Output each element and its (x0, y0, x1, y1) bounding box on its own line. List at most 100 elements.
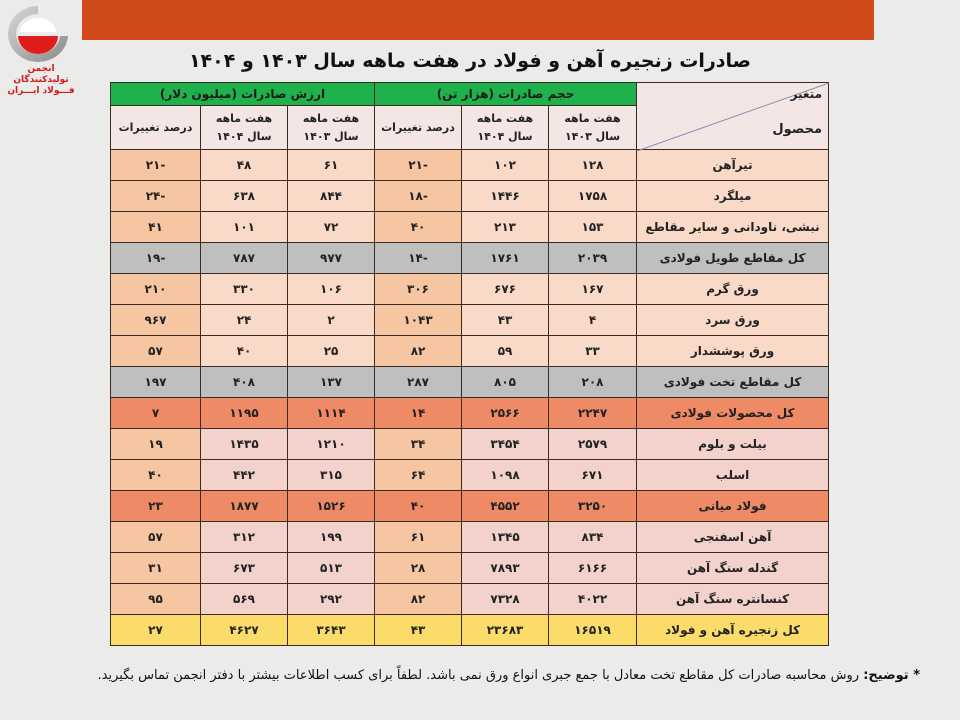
val-1404-cell: ۷۸۷ (200, 242, 289, 274)
table-row: میلگرد ۱۷۵۸ ۱۴۴۶ -۱۸ ۸۴۴ ۶۳۸ -۲۴ (109, 180, 830, 212)
diagonal-divider (637, 83, 830, 151)
vol-change-header: درصد تغییرات (374, 105, 463, 150)
vol-1403-cell: ۴ (548, 304, 638, 336)
table-row: آهن اسفنجی ۸۳۴ ۱۳۴۵ ۶۱ ۱۹۹ ۳۱۲ ۵۷ (109, 521, 830, 553)
vol-1404-cell: ۷۳۲۸ (461, 583, 550, 615)
vol-1403-cell: ۳۲۵۰ (548, 490, 638, 522)
vol-change-cell: -۱۸ (374, 180, 463, 212)
page-title: صادرات زنجیره آهن و فولاد در هفت ماهه سا… (188, 50, 752, 72)
logo-line-1: انجمن تولیدکنندگان (13, 64, 69, 85)
vol-change-cell: ۳۰۶ (374, 273, 463, 305)
val-1403-cell: ۸۴۴ (287, 180, 376, 212)
product-name: کل زنجیره آهن و فولاد (636, 614, 830, 646)
vol-1403-cell: ۱۶۵۱۹ (548, 614, 638, 646)
table-row: ورق گرم ۱۶۷ ۶۷۶ ۳۰۶ ۱۰۶ ۳۳۰ ۲۱۰ (109, 273, 830, 305)
vol-1403-cell: ۲۵۷۹ (548, 428, 638, 460)
val-1403-cell: ۱۳۷ (287, 366, 376, 398)
vol-1403-cell: ۲۰۸ (548, 366, 638, 398)
vol-1403-header: هفت ماهه سال ۱۴۰۳ (548, 105, 638, 150)
val-change-cell: ۲۳ (109, 490, 202, 522)
vol-1403-cell: ۱۵۳ (548, 211, 638, 243)
table-row: کل مقاطع تخت فولادی ۲۰۸ ۸۰۵ ۲۸۷ ۱۳۷ ۴۰۸ ۱۹۷ (109, 366, 830, 398)
value-group-header: ارزش صادرات (میلیون دلار) (109, 82, 376, 106)
product-name: تیرآهن (636, 149, 830, 181)
vol-1403-cell: ۶۷۱ (548, 459, 638, 491)
val-1403-cell: ۱۰۶ (287, 273, 376, 305)
table-row: کل مقاطع طویل فولادی ۲۰۳۹ ۱۷۶۱ -۱۴ ۹۷۷ ۷۸۷ -۱۹ (109, 242, 830, 274)
vol-1404-cell: ۱۳۴۵ (461, 521, 550, 553)
logo-icon (8, 6, 69, 62)
vol-change-cell: ۴۳ (374, 614, 463, 646)
table-row: کل زنجیره آهن و فولاد ۱۶۵۱۹ ۲۳۶۸۳ ۴۳ ۳۶۴۳ ۴۶۲… (109, 614, 830, 646)
header-bar (82, 0, 874, 40)
product-name: کل مقاطع طویل فولادی (636, 242, 830, 274)
vol-1403-cell: ۱۲۸ (548, 149, 638, 181)
val-change-cell: ۷ (109, 397, 202, 429)
vol-change-cell: ۶۱ (374, 521, 463, 553)
footnote-text: روش محاسبه صادرات کل مقاطع تخت معادل با … (97, 668, 864, 683)
product-name: کنسانتره سنگ آهن (636, 583, 830, 615)
association-logo: انجمن تولیدکنندگان فـــولاد ایـــران (0, 0, 82, 96)
val-1404-cell: ۱۱۹۵ (200, 397, 289, 429)
val-1403-cell: ۳۶۴۳ (287, 614, 376, 646)
val-1403-header: هفت ماهه سال ۱۴۰۳ (287, 105, 376, 150)
vol-1404-cell: ۱۰۹۸ (461, 459, 550, 491)
vol-change-cell: ۴۰ (374, 490, 463, 522)
vol-1404-cell: ۵۹ (461, 335, 550, 367)
val-1404-cell: ۴۴۲ (200, 459, 289, 491)
val-change-cell: -۱۹ (109, 242, 202, 274)
vol-1404-cell: ۶۷۶ (461, 273, 550, 305)
table-row: کل محصولات فولادی ۲۲۴۷ ۲۵۶۶ ۱۴ ۱۱۱۴ ۱۱۹۵ ۷ (109, 397, 830, 429)
val-1404-cell: ۲۴ (200, 304, 289, 336)
product-label: محصول (772, 122, 823, 137)
vol-1404-cell: ۷۸۹۳ (461, 552, 550, 584)
vol-change-cell: ۱۰۴۳ (374, 304, 463, 336)
product-name: ورق سرد (636, 304, 830, 336)
product-name: کل مقاطع تخت فولادی (636, 366, 830, 398)
val-change-cell: ۴۰ (109, 459, 202, 491)
volume-group-header: حجم صادرات (هزار تن) (374, 82, 638, 106)
val-change-cell: ۵۷ (109, 335, 202, 367)
val-1404-cell: ۱۴۳۵ (200, 428, 289, 460)
val-change-cell: ۹۶۷ (109, 304, 202, 336)
val-1403-cell: ۱۱۱۴ (287, 397, 376, 429)
vol-1403-cell: ۲۰۳۹ (548, 242, 638, 274)
variable-label: متغیر (790, 87, 823, 101)
vol-change-cell: ۲۸ (374, 552, 463, 584)
val-1403-cell: ۵۱۳ (287, 552, 376, 584)
val-1403-cell: ۶۱ (287, 149, 376, 181)
table-row: بیلت و بلوم ۲۵۷۹ ۳۴۵۴ ۳۴ ۱۲۱۰ ۱۴۳۵ ۱۹ (109, 428, 830, 460)
val-1404-cell: ۱۸۷۷ (200, 490, 289, 522)
vol-1404-cell: ۱۰۲ (461, 149, 550, 181)
vol-change-cell: ۲۸۷ (374, 366, 463, 398)
val-change-cell: -۲۱ (109, 149, 202, 181)
vol-change-cell: ۸۲ (374, 335, 463, 367)
vol-change-cell: -۱۴ (374, 242, 463, 274)
val-1404-cell: ۳۱۲ (200, 521, 289, 553)
val-change-cell: ۴۱ (109, 211, 202, 243)
product-name: کل محصولات فولادی (636, 397, 830, 429)
val-change-header: درصد تغییرات (109, 105, 202, 150)
exports-table: متغیر محصول حجم صادرات (هزار تن) ارزش صا… (109, 82, 830, 646)
vol-1404-cell: ۸۰۵ (461, 366, 550, 398)
val-1403-cell: ۳۱۵ (287, 459, 376, 491)
vol-1403-cell: ۲۲۴۷ (548, 397, 638, 429)
vol-1403-cell: ۶۱۶۶ (548, 552, 638, 584)
product-name: ورق گرم (636, 273, 830, 305)
vol-change-cell: ۱۴ (374, 397, 463, 429)
val-change-cell: ۲۷ (109, 614, 202, 646)
vol-1404-header: هفت ماهه سال ۱۴۰۴ (461, 105, 550, 150)
vol-1404-cell: ۱۷۶۱ (461, 242, 550, 274)
val-change-cell: -۲۴ (109, 180, 202, 212)
table-row: ورق سرد ۴ ۴۳ ۱۰۴۳ ۲ ۲۴ ۹۶۷ (109, 304, 830, 336)
vol-1404-cell: ۲۳۶۸۳ (461, 614, 550, 646)
val-change-cell: ۱۹۷ (109, 366, 202, 398)
table-body: تیرآهن ۱۲۸ ۱۰۲ -۲۱ ۶۱ ۴۸ -۲۱ میلگرد ۱۷۵۸ ۱۴۴۶ -۱۸ ۸… (109, 149, 830, 646)
vol-1403-cell: ۴۰۲۲ (548, 583, 638, 615)
vol-1403-cell: ۸۳۴ (548, 521, 638, 553)
vol-change-cell: ۳۴ (374, 428, 463, 460)
val-1404-cell: ۵۶۹ (200, 583, 289, 615)
vol-change-cell: -۲۱ (374, 149, 463, 181)
val-1404-cell: ۶۷۳ (200, 552, 289, 584)
val-1403-cell: ۲۹۲ (287, 583, 376, 615)
